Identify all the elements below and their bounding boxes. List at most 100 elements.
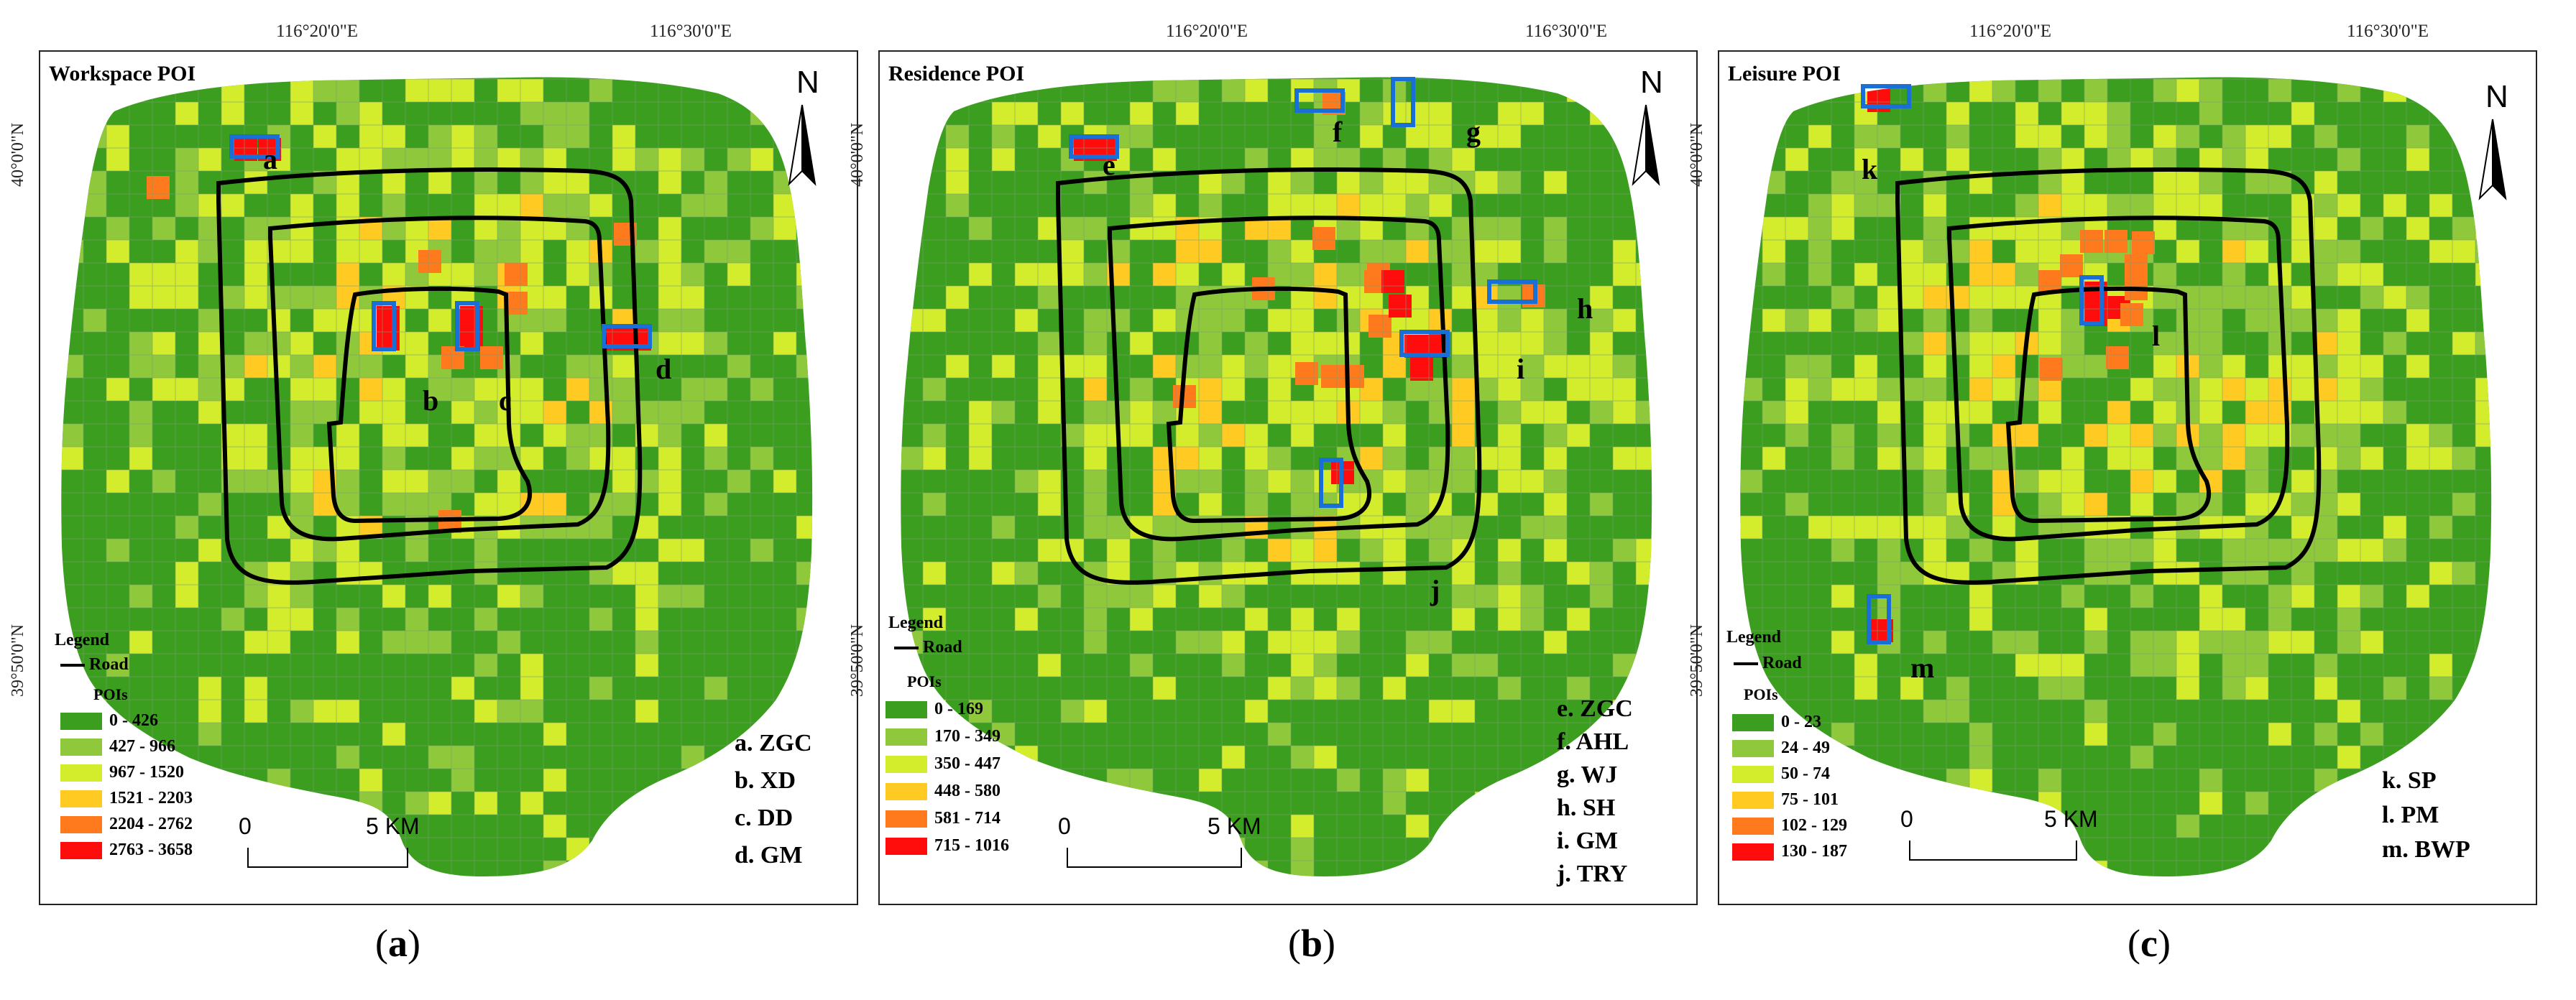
grid-cell — [1946, 332, 1969, 355]
ring-road-middle — [1108, 216, 1450, 542]
grid-cell — [1337, 194, 1360, 217]
grid-cell — [1199, 493, 1222, 516]
grid-cell — [290, 447, 313, 470]
grid-cell — [152, 217, 175, 240]
legend-class-4: 581 - 714 — [886, 809, 1000, 829]
grid-cell — [382, 263, 405, 286]
latitude-label-north: 40°0'0"N — [1688, 122, 1706, 187]
grid-cell — [198, 539, 221, 562]
grid-cell — [1015, 608, 1038, 631]
grid-cell — [1061, 700, 1084, 723]
grid-cell — [2038, 194, 2061, 217]
grid-cell — [2176, 125, 2199, 148]
hotspot-label-h: h — [1577, 292, 1593, 325]
grid-cell — [129, 631, 152, 654]
grid-cell — [1429, 194, 1452, 217]
hot-cell — [2038, 270, 2061, 293]
grid-cell — [1452, 608, 1475, 631]
ring-road-outer — [1895, 167, 2322, 585]
grid-cell — [681, 585, 704, 608]
grid-cell — [1877, 286, 1900, 309]
grid-cell — [1831, 286, 1854, 309]
grid-cell — [2475, 424, 2492, 447]
grid-cell — [2015, 102, 2038, 125]
grid-cell — [2038, 470, 2061, 493]
grid-cell — [992, 102, 1015, 125]
grid-cell — [1613, 447, 1636, 470]
grid-cell — [543, 194, 566, 217]
grid-cell — [2176, 562, 2199, 585]
grid-cell — [2245, 654, 2268, 677]
grid-cell — [2268, 332, 2291, 355]
hot-cell — [2080, 230, 2103, 253]
grid-cell — [83, 309, 106, 332]
grid-cell — [635, 608, 658, 631]
grid-cell — [2383, 516, 2406, 539]
grid-cell — [1383, 424, 1406, 447]
grid-cell — [1452, 378, 1475, 401]
grid-cell — [681, 332, 704, 355]
grid-cell — [1992, 217, 2015, 240]
grid-cell — [2130, 378, 2153, 401]
grid-cell — [2406, 148, 2429, 171]
grid-cell — [175, 102, 198, 125]
grid-cell — [923, 493, 946, 516]
grid-cell — [428, 746, 451, 769]
grid-cell — [1199, 401, 1222, 424]
grid-cell — [1854, 677, 1877, 700]
choropleth-map — [61, 77, 816, 876]
grid-cell — [1923, 447, 1946, 470]
grid-cell — [2429, 677, 2452, 700]
grid-cell — [2199, 447, 2222, 470]
grid-cell — [1130, 102, 1153, 125]
grid-cell — [2291, 424, 2314, 447]
grid-cell — [2199, 631, 2222, 654]
grid-cell — [1084, 355, 1107, 378]
grid-cell — [451, 470, 474, 493]
grid-cell — [1130, 378, 1153, 401]
grid-cell — [635, 631, 658, 654]
grid-cell — [2245, 286, 2268, 309]
legend-road: Road — [1734, 654, 1802, 673]
grid-cell — [2084, 723, 2107, 746]
grid-cell — [313, 309, 336, 332]
grid-cell — [1923, 355, 1946, 378]
grid-cell — [2084, 631, 2107, 654]
grid-cell — [923, 608, 946, 631]
grid-cell — [1969, 401, 1992, 424]
grid-cell — [1969, 746, 1992, 769]
grid-cell — [2452, 447, 2475, 470]
hotspot-key-l: l. PM — [2382, 802, 2439, 828]
grid-cell — [428, 125, 451, 148]
grid-cell — [2153, 723, 2176, 746]
grid-cell — [1337, 631, 1360, 654]
grid-cell — [1521, 102, 1544, 125]
grid-cell — [497, 585, 520, 608]
grid-cell — [2038, 378, 2061, 401]
grid-cell — [1360, 125, 1383, 148]
grid-cell — [1199, 631, 1222, 654]
grid-cell — [1314, 631, 1337, 654]
grid-cell — [290, 700, 313, 723]
grid-cell — [2245, 424, 2268, 447]
grid-cell — [1923, 493, 1946, 516]
grid-cell — [290, 79, 313, 102]
grid-cell — [1946, 493, 1969, 516]
grid-cell — [1923, 424, 1946, 447]
grid-cell — [244, 424, 267, 447]
longitude-label-east: 116°30'0"E — [1525, 22, 1608, 41]
grid-cell — [405, 631, 428, 654]
grid-cell — [1992, 263, 2015, 286]
grid-cell — [1992, 79, 2015, 102]
grid-cell — [474, 378, 497, 401]
grid-cell — [244, 263, 267, 286]
grid-cell — [2222, 539, 2245, 562]
grid-cell — [1544, 217, 1567, 240]
grid-cell — [1153, 677, 1176, 700]
grid-cell — [1291, 309, 1314, 332]
grid-cell — [2360, 447, 2383, 470]
grid-cell — [1785, 378, 1808, 401]
scale-end: 5 KM — [1208, 813, 1261, 839]
legend-swatch — [1732, 714, 1774, 732]
grid-cell — [1084, 171, 1107, 194]
